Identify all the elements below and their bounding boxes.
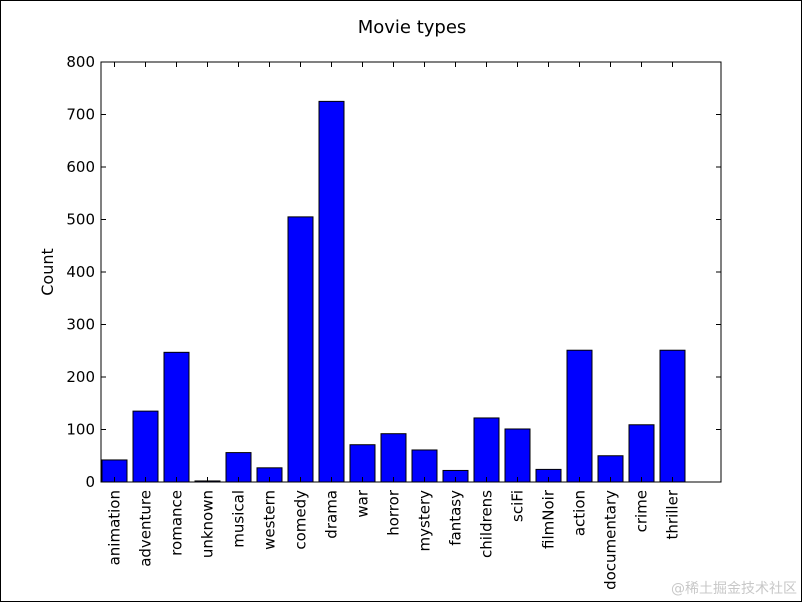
y-tick-label-0: 0 — [85, 473, 95, 491]
bar-crime — [628, 424, 655, 483]
bar-mystery — [411, 449, 438, 483]
bar-sciFi — [504, 428, 531, 483]
bar-adventure — [132, 410, 159, 483]
watermark: @稀土掘金技术社区 — [671, 581, 797, 597]
x-tick-label-documentary: documentary — [602, 490, 620, 590]
bar-romance — [163, 351, 190, 483]
chart-title: Movie types — [358, 17, 467, 38]
x-axis: animation adventure romance unknown musical w… — [106, 62, 682, 590]
bar-thriller — [659, 349, 686, 483]
x-tick-label-war: war — [354, 489, 372, 517]
y-tick-label-500: 500 — [66, 211, 95, 229]
x-tick-label-sciFi: sciFi — [509, 490, 527, 522]
bar-horror — [380, 433, 407, 483]
x-tick-label-comedy: comedy — [292, 490, 310, 550]
y-axis: 0 100 200 300 400 500 600 700 800 — [66, 53, 721, 491]
x-tick-label-action: action — [571, 490, 589, 536]
x-tick-label-animation: animation — [106, 490, 124, 565]
x-tick-label-unknown: unknown — [199, 490, 217, 558]
plot-area-border — [100, 61, 722, 483]
bar-drama — [318, 100, 345, 483]
x-tick-label-musical: musical — [230, 490, 248, 548]
y-axis-label: Count — [38, 248, 57, 296]
x-tick-label-crime: crime — [633, 490, 651, 532]
bar-childrens — [473, 417, 500, 483]
y-tick-label-300: 300 — [66, 316, 95, 334]
x-tick-label-adventure: adventure — [137, 490, 155, 567]
bars-group — [101, 100, 686, 483]
x-tick-label-mystery: mystery — [416, 490, 434, 552]
bar-action — [566, 349, 593, 483]
x-tick-label-romance: romance — [168, 490, 186, 556]
bar-comedy — [287, 216, 314, 483]
x-tick-label-drama: drama — [323, 490, 341, 539]
y-tick-label-200: 200 — [66, 368, 95, 386]
bar-war — [349, 444, 376, 483]
x-tick-label-western: western — [261, 490, 279, 550]
y-tick-label-100: 100 — [66, 421, 95, 439]
x-tick-label-horror: horror — [385, 489, 403, 536]
y-tick-label-800: 800 — [66, 53, 95, 71]
x-tick-label-fantasy: fantasy — [447, 490, 465, 546]
x-tick-label-thriller: thriller — [664, 489, 682, 539]
y-tick-label-400: 400 — [66, 263, 95, 281]
y-tick-label-700: 700 — [66, 106, 95, 124]
x-tick-label-filmNoir: filmNoir — [540, 489, 558, 549]
x-tick-label-childrens: childrens — [478, 490, 496, 558]
y-tick-label-600: 600 — [66, 158, 95, 176]
